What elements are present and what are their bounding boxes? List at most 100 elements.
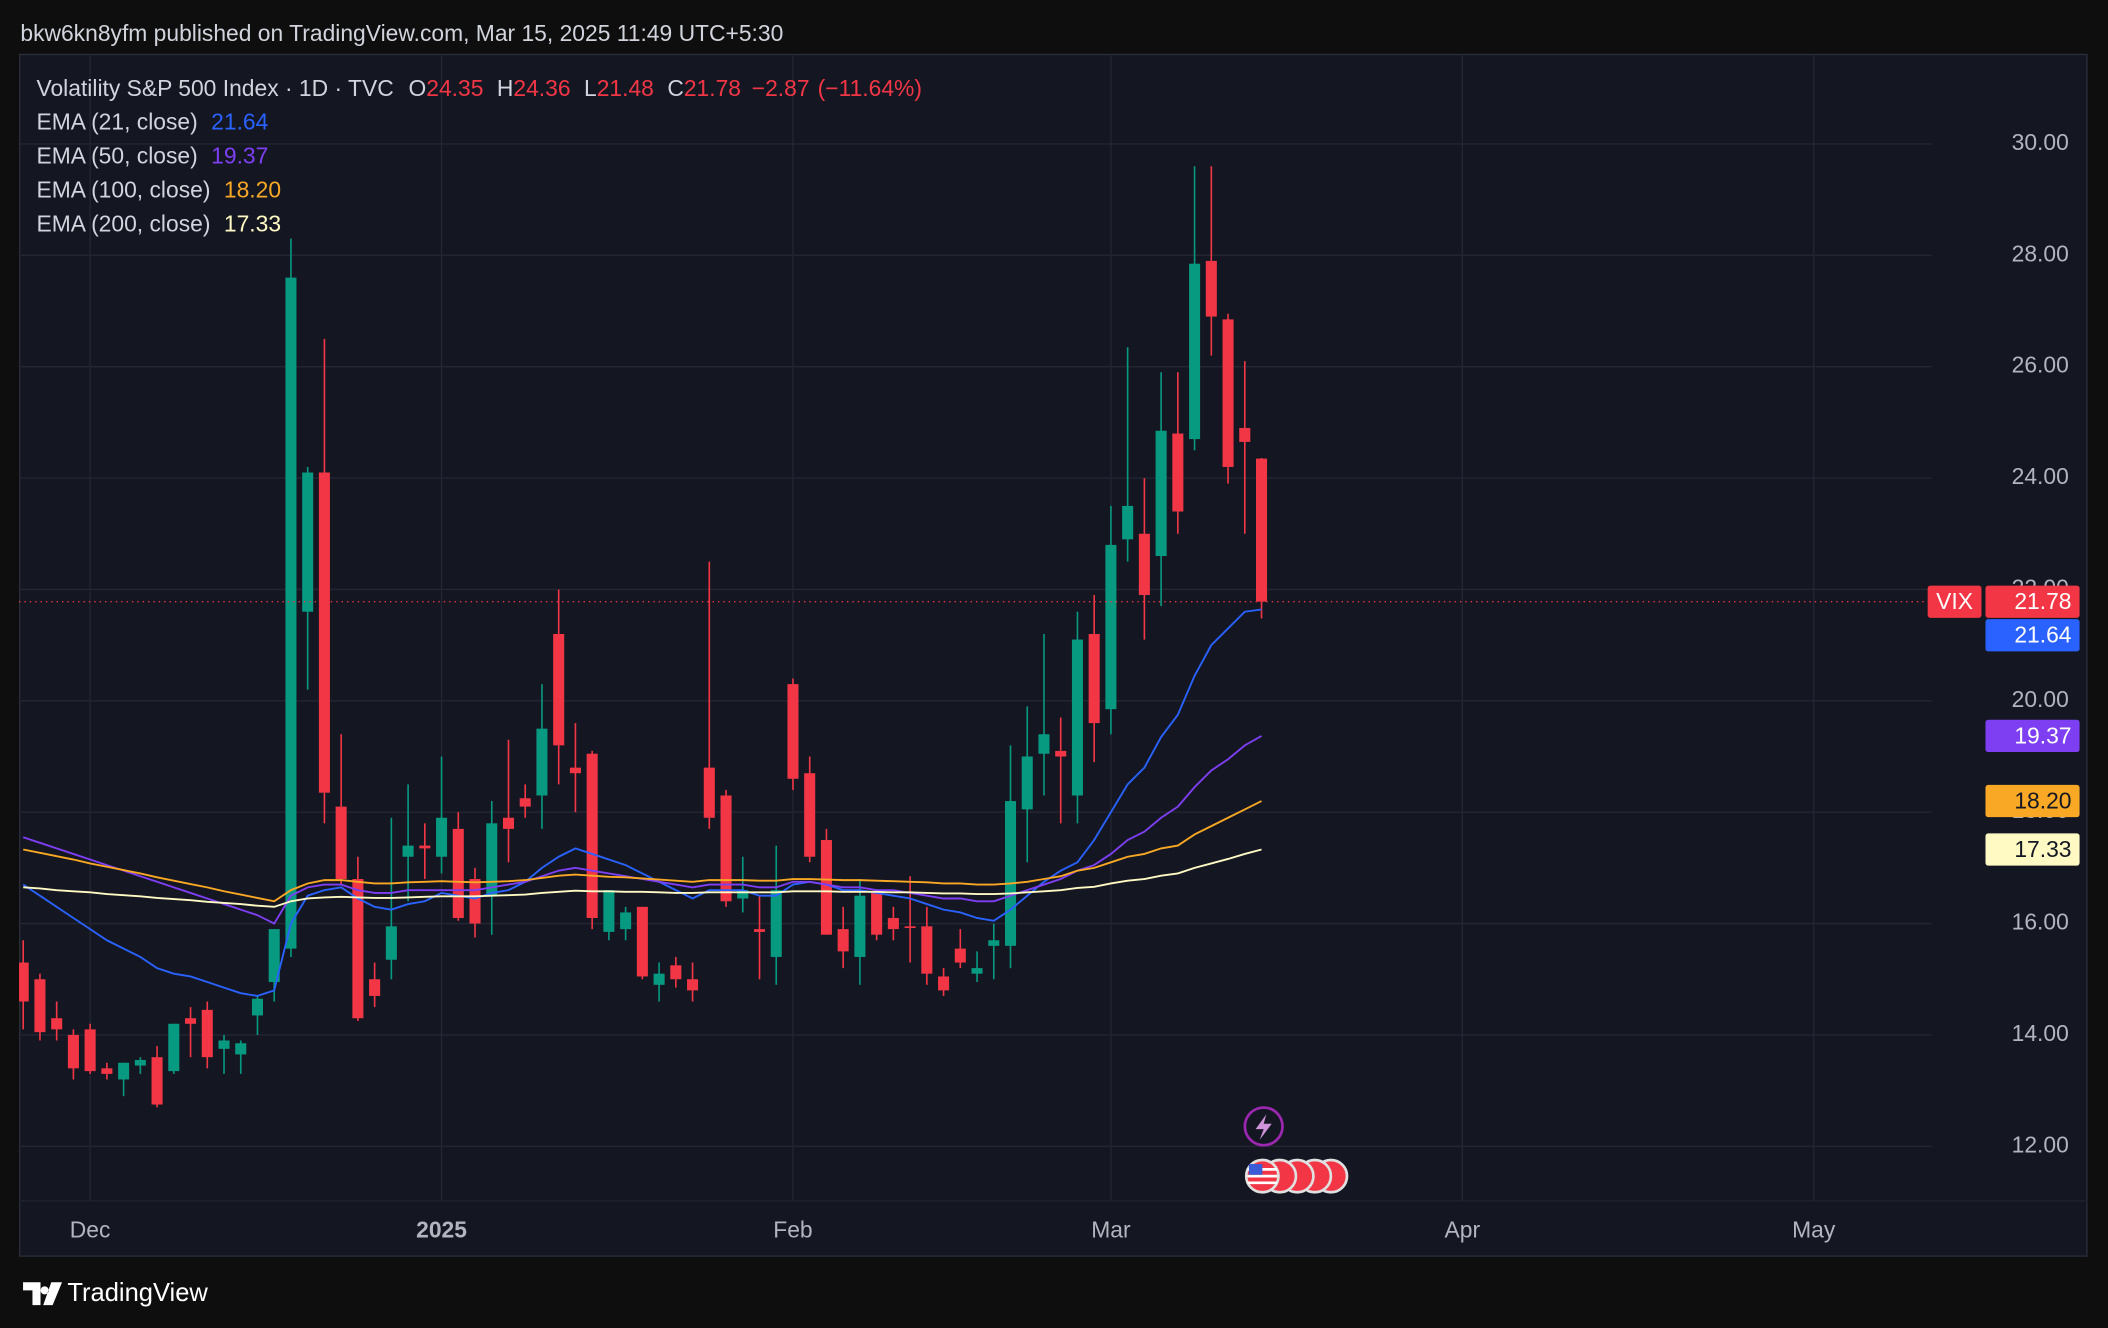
candle-body bbox=[67, 1034, 79, 1069]
candle-body bbox=[954, 948, 966, 963]
candle-body bbox=[687, 979, 699, 991]
candle-body bbox=[369, 979, 381, 996]
y-tick-label: 20.00 bbox=[2012, 686, 2069, 712]
lightning-icon bbox=[1255, 1114, 1272, 1140]
price-badge-label: 17.33 bbox=[2014, 836, 2071, 862]
legend-entry: EMA (21, close) 21.64 bbox=[36, 109, 268, 135]
candle-body bbox=[335, 806, 347, 880]
legend-name: EMA (200, close) bbox=[36, 211, 210, 237]
candle-body bbox=[1004, 801, 1017, 946]
ohlc-value: 24.35 bbox=[426, 75, 483, 101]
x-tick-label: Apr bbox=[1445, 1216, 1481, 1242]
candle-body bbox=[101, 1068, 113, 1074]
candle-body bbox=[469, 879, 481, 924]
candle-body bbox=[251, 998, 264, 1016]
candle-body bbox=[536, 728, 548, 796]
ema-line bbox=[23, 800, 1262, 903]
legend-value: 19.37 bbox=[211, 143, 268, 169]
event-icons bbox=[1243, 1106, 1349, 1194]
candle-body bbox=[737, 890, 749, 899]
footer: TradingView bbox=[23, 1279, 208, 1307]
price-badge bbox=[1985, 784, 2080, 818]
candle-body bbox=[1071, 639, 1083, 796]
candle-body bbox=[971, 968, 983, 974]
brand-logo bbox=[23, 1282, 63, 1306]
price-badge-label: 21.64 bbox=[2014, 622, 2071, 648]
candle-body bbox=[285, 277, 297, 949]
candle-body bbox=[1189, 263, 1201, 440]
price-badge-label: 21.78 bbox=[2014, 588, 2071, 614]
candle-body bbox=[938, 976, 950, 991]
flag-icons[interactable] bbox=[1244, 1158, 1349, 1194]
candle-body bbox=[703, 767, 715, 818]
candle-body bbox=[871, 892, 883, 935]
candle-body bbox=[670, 965, 682, 980]
legend-value: 17.33 bbox=[224, 211, 281, 237]
candle-body bbox=[318, 472, 330, 793]
candle-body bbox=[34, 979, 46, 1033]
price-badge-label: 19.37 bbox=[2014, 722, 2071, 748]
candle-body bbox=[452, 828, 464, 918]
candle-body bbox=[753, 929, 766, 932]
ema-line bbox=[22, 608, 1262, 997]
legend-entry: EMA (100, close) 18.20 bbox=[36, 177, 281, 203]
candle-body bbox=[385, 926, 397, 960]
y-tick-label: 28.00 bbox=[2012, 240, 2069, 266]
candle-body bbox=[904, 926, 916, 929]
x-tick-label: May bbox=[1792, 1216, 1836, 1242]
y-tick-label: 12.00 bbox=[2012, 1131, 2069, 1157]
candle-body bbox=[436, 817, 448, 857]
legend-value: 18.20 bbox=[224, 177, 281, 203]
candle-body bbox=[787, 684, 799, 779]
candle-body bbox=[1138, 533, 1150, 596]
flag-canton bbox=[1248, 1164, 1263, 1175]
change: −2.87 bbox=[752, 75, 810, 101]
candle-body bbox=[1172, 433, 1184, 512]
attribution: bkw6kn8yfm published on TradingView.com,… bbox=[20, 20, 783, 46]
candle-body bbox=[302, 472, 314, 612]
y-tick-label: 24.00 bbox=[2012, 463, 2069, 489]
candle-body bbox=[1239, 427, 1251, 442]
candle-body bbox=[1205, 260, 1217, 317]
price-badge-label: 18.20 bbox=[2014, 787, 2071, 813]
candle-body bbox=[720, 795, 732, 902]
candle-body bbox=[218, 1040, 230, 1049]
candle-body bbox=[988, 940, 1000, 946]
candle-body bbox=[1122, 505, 1134, 540]
candle-body bbox=[151, 1057, 163, 1105]
legend-entry: EMA (200, close) 17.33 bbox=[36, 211, 281, 237]
x-tick-label: 2025 bbox=[416, 1216, 467, 1242]
candle-body bbox=[486, 823, 498, 896]
y-tick-label: 30.00 bbox=[2012, 129, 2069, 155]
ohlc-value: 24.36 bbox=[513, 75, 570, 101]
candle-body bbox=[1155, 430, 1167, 557]
candle-body bbox=[185, 1018, 197, 1024]
candle-body bbox=[118, 1062, 130, 1080]
price-badge bbox=[1985, 833, 2080, 866]
candle-body bbox=[268, 929, 280, 983]
candle-body bbox=[636, 906, 648, 977]
candle-body bbox=[19, 962, 29, 1002]
y-tick-label: 26.00 bbox=[2012, 352, 2069, 378]
y-tick-label: 16.00 bbox=[2012, 909, 2069, 935]
ohlc-label: C bbox=[667, 75, 684, 101]
legend-name: EMA (100, close) bbox=[36, 177, 210, 203]
candle-body bbox=[419, 845, 431, 849]
ohlc-value: 21.78 bbox=[684, 75, 741, 101]
candle-body bbox=[1222, 319, 1234, 467]
price-badge bbox=[1985, 619, 2080, 652]
candle-body bbox=[921, 926, 933, 974]
candle-body bbox=[352, 879, 364, 1019]
candle-body bbox=[168, 1023, 180, 1072]
candle-body bbox=[586, 753, 598, 918]
x-tick-label: Mar bbox=[1091, 1216, 1131, 1242]
legend-entry: EMA (50, close) 19.37 bbox=[36, 143, 268, 169]
candle-body bbox=[620, 912, 632, 930]
brand-name: TradingView bbox=[67, 1279, 208, 1307]
ema-line bbox=[23, 848, 1262, 908]
symbol-badge bbox=[1927, 585, 1982, 618]
candle-body bbox=[653, 973, 665, 985]
candle-body bbox=[519, 798, 531, 807]
candle-body bbox=[502, 817, 515, 829]
